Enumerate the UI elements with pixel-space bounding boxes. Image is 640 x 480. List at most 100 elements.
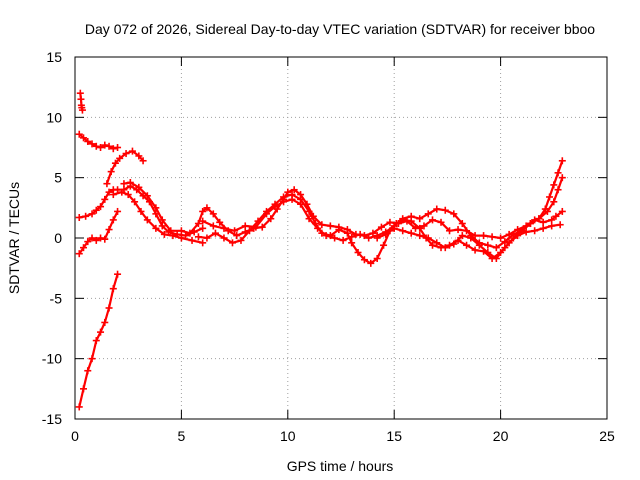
data-point (216, 218, 224, 226)
data-point (531, 227, 539, 235)
y-tick-label: 5 (54, 170, 62, 186)
data-point (416, 215, 424, 223)
data-point (122, 150, 130, 158)
data-point (554, 169, 562, 177)
data-point (76, 89, 84, 97)
data-point (484, 248, 492, 256)
data-point (105, 226, 113, 234)
data-point (114, 144, 122, 151)
data-point (546, 193, 554, 201)
data-point (84, 137, 92, 145)
data-point (103, 180, 111, 188)
series-trace (78, 210, 119, 255)
data-point (541, 205, 549, 213)
data-point (109, 191, 117, 199)
data-point (365, 234, 373, 242)
data-point (429, 216, 437, 224)
data-point (407, 229, 415, 237)
data-point (360, 256, 368, 264)
data-point (97, 234, 105, 242)
plot-frame (74, 56, 608, 420)
x-tick-label: 25 (599, 428, 615, 444)
data-point (92, 236, 100, 244)
y-tick-label: -10 (42, 351, 62, 367)
data-point (458, 220, 466, 228)
data-point (114, 186, 122, 194)
data-point (237, 236, 245, 244)
data-point (305, 215, 313, 223)
data-point (209, 222, 217, 230)
data-point (241, 222, 249, 230)
data-point (458, 232, 466, 240)
y-tick-labels: -15 -10 -5 0 5 10 15 (42, 49, 62, 427)
x-tick-label: 15 (386, 428, 402, 444)
data-point (522, 228, 530, 236)
data-point (128, 147, 136, 155)
data-point (297, 200, 305, 208)
data-point (116, 154, 124, 162)
data-point (331, 234, 339, 242)
data-point (126, 178, 134, 186)
data-point (380, 241, 388, 249)
data-point (211, 229, 219, 237)
chart-title: Day 072 of 2026, Sidereal Day-to-day VTE… (85, 21, 595, 37)
data-point (290, 186, 298, 194)
data-point (326, 222, 334, 230)
x-tick-labels: 0 5 10 15 20 25 (71, 428, 615, 444)
data-point (188, 236, 196, 244)
data-point (109, 216, 117, 224)
data-point (97, 203, 105, 211)
data-point (78, 106, 86, 114)
data-point (109, 285, 117, 293)
data-point (199, 217, 207, 225)
data-point (433, 239, 441, 247)
data-point (124, 191, 132, 199)
data-point (135, 183, 143, 191)
data-point (407, 212, 415, 220)
data-point (348, 233, 356, 241)
data-point (92, 337, 100, 345)
data-point (480, 232, 488, 240)
series-trace (78, 273, 119, 408)
data-point (152, 224, 160, 232)
data-point (501, 238, 509, 246)
data-point (539, 218, 547, 226)
data-point (88, 210, 96, 218)
data-point (203, 234, 211, 242)
data-point (194, 233, 202, 241)
data-point (314, 224, 322, 232)
data-point (109, 145, 117, 153)
data-point (399, 227, 407, 235)
data-point (220, 234, 228, 242)
data-point (471, 246, 479, 254)
data-point (267, 215, 275, 223)
data-point (158, 216, 166, 224)
y-tick-label: -15 (42, 411, 62, 427)
data-point (88, 140, 96, 148)
data-point (558, 207, 566, 215)
data-point (252, 223, 260, 231)
data-point (84, 367, 92, 375)
data-point (558, 157, 566, 165)
data-point (139, 157, 147, 165)
data-point (386, 218, 394, 226)
data-point (518, 227, 526, 235)
data-point (367, 259, 375, 267)
data-point (416, 232, 424, 240)
data-point (75, 130, 83, 138)
data-point (539, 224, 547, 232)
series-trace (376, 159, 564, 260)
data-point (169, 232, 177, 240)
data-point (288, 195, 296, 203)
x-tick-label: 10 (280, 428, 296, 444)
data-point (377, 223, 385, 231)
data-point (488, 233, 496, 241)
data-point (105, 304, 113, 312)
data-point (97, 328, 105, 336)
data-point (348, 239, 356, 247)
data-point (114, 207, 122, 215)
data-point (554, 186, 562, 194)
data-point (550, 181, 558, 189)
data-point (135, 152, 143, 160)
